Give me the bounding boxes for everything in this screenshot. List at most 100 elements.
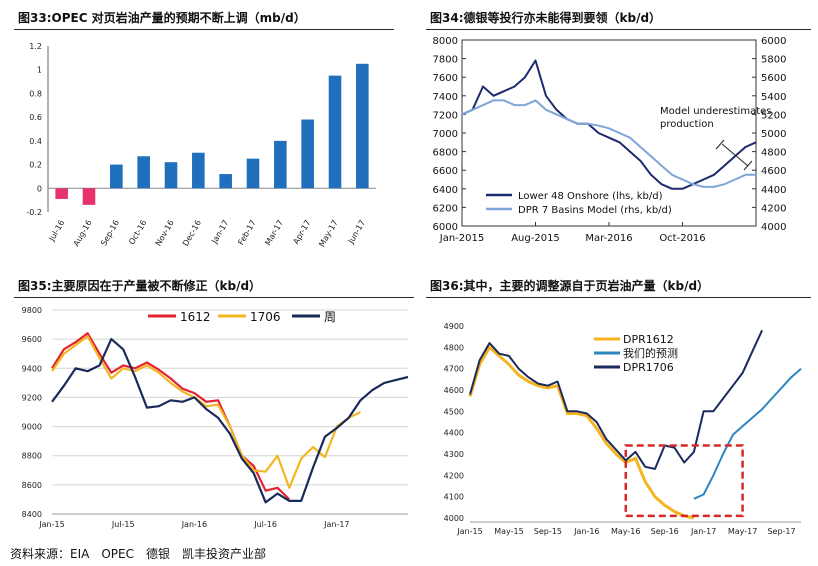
y-tick-label: 9400 <box>22 364 42 373</box>
chart-title: 图35:主要原因在于产量被不断修正（kb/d） <box>18 279 262 293</box>
title-divider <box>426 29 811 30</box>
annotation-text: Model underestimates <box>660 106 771 117</box>
y-tick-label: 4700 <box>444 365 464 374</box>
y-tick-label: 4900 <box>444 322 464 331</box>
y-tick-label: 9600 <box>22 335 42 344</box>
x-tick-label: Jun-17 <box>346 219 367 247</box>
x-tick-label: Mar-2016 <box>585 233 632 244</box>
x-tick-label: Jul-16 <box>47 219 67 244</box>
y2-tick-label: 5600 <box>761 73 786 84</box>
y-tick-label: 6000 <box>433 222 458 233</box>
x-tick-label: Mar-17 <box>263 219 285 247</box>
y2-tick-label: 4400 <box>761 185 786 196</box>
y-tick-label: 4200 <box>444 471 464 480</box>
x-tick-label: May-15 <box>494 527 523 536</box>
annotation-bracket <box>721 143 749 167</box>
series-line <box>461 59 757 190</box>
x-tick-label: Jan-16 <box>181 520 207 529</box>
legend-label: Lower 48 Onshore (lhs, kb/d) <box>518 191 663 202</box>
y-tick-label: 1.2 <box>29 42 42 51</box>
y2-tick-label: 4200 <box>761 203 786 214</box>
chart-panel-3: 图35:主要原因在于产量被不断修正（kb/d） 8400 8600 8800 9000… <box>14 276 414 538</box>
y2-tick-label: 5000 <box>761 129 786 140</box>
y-tick-label: 7000 <box>433 129 458 140</box>
y-tick-label: 6400 <box>433 185 458 196</box>
y-tick-label: 0.8 <box>29 89 42 98</box>
y-tick-label: 7200 <box>433 110 458 121</box>
y-tick-label: 6600 <box>433 166 458 177</box>
x-tick-label: Jan-2015 <box>439 233 484 244</box>
chart-title: 图36:其中，主要的调整源自于页岩油产量（kb/d） <box>430 279 710 293</box>
y-tick-label: 6800 <box>433 148 458 159</box>
y-tick-label: 4600 <box>444 386 464 395</box>
y-tick-label: 4400 <box>444 429 464 438</box>
y-tick-label: 7800 <box>433 55 458 66</box>
series-line <box>51 337 409 504</box>
bar <box>274 140 287 189</box>
legend-label: 我们的预测 <box>623 346 678 360</box>
chart-panel-4: 图36:其中，主要的调整源自于页岩油产量（kb/d） 4000 4100 4200 4… <box>426 276 811 538</box>
x-tick-label: Jul-16 <box>253 520 277 529</box>
y2-tick-label: 4600 <box>761 166 786 177</box>
x-tick-label: Aug-2015 <box>511 233 560 244</box>
title-divider <box>14 29 394 30</box>
x-tick-label: Jan-15 <box>38 520 64 529</box>
y2-tick-label: 5800 <box>761 55 786 66</box>
x-tick-label: Jan-17 <box>209 219 230 246</box>
legend-label: DPR1706 <box>623 361 674 374</box>
bar <box>82 188 96 205</box>
x-tick-label: Oct-2016 <box>659 233 705 244</box>
y-tick-label: 4100 <box>444 493 464 502</box>
x-tick-label: Sep-16 <box>99 219 121 248</box>
x-tick-label: Dec-16 <box>181 219 203 248</box>
y-tick-label: 4000 <box>444 514 464 523</box>
line-chart-revisions: 8400 8600 8800 9000 9200 9400 9600 9800 Jan-15 Ju… <box>22 306 409 529</box>
annotation-bracket <box>715 139 725 150</box>
x-tick-label: Jan-16 <box>573 527 599 536</box>
y2-tick-label: 6000 <box>761 36 786 47</box>
y-tick-label: 8600 <box>22 481 42 490</box>
y-tick-label: 4800 <box>444 343 464 352</box>
annotation-text: production <box>660 119 714 130</box>
y-tick-label: 7600 <box>433 73 458 84</box>
bar <box>328 75 342 189</box>
series-line <box>461 99 756 188</box>
y-tick-label: 6200 <box>433 203 458 214</box>
chart-panel-1: 图33:OPEC 对页岩油产量的预期不断上调（mb/d） -0.2 0 0.2 0.4… <box>14 8 394 268</box>
y-tick-label: -0.2 <box>26 208 42 217</box>
bar <box>356 63 369 189</box>
y-tick-label: 9800 <box>22 306 42 315</box>
bar <box>164 162 178 189</box>
y-tick-label: 8400 <box>22 510 42 519</box>
y-tick-label: 8800 <box>22 452 42 461</box>
title-divider <box>14 297 414 298</box>
highlight-box <box>624 444 744 518</box>
y-tick-label: 0.4 <box>29 137 42 146</box>
legend-label: 1706 <box>250 310 281 324</box>
x-tick-label: Jan-17 <box>323 520 349 529</box>
y-tick-label: 9200 <box>22 393 42 402</box>
bar <box>192 152 205 189</box>
y-tick-label: 0.2 <box>29 161 42 170</box>
y-tick-label: 0.6 <box>29 113 42 122</box>
chart-title: 图34:德银等投行亦未能得到要领（kb/d） <box>430 11 662 25</box>
legend-label: 周 <box>324 310 336 324</box>
x-tick-label: May-16 <box>611 527 640 536</box>
bar <box>219 174 232 189</box>
x-tick-label: Oct-16 <box>127 219 148 247</box>
x-tick-label: May-17 <box>728 527 757 536</box>
y-tick-label: 0 <box>37 184 42 193</box>
x-tick-label: Feb-17 <box>236 219 257 247</box>
x-tick-label: May-17 <box>317 219 340 249</box>
chart-title: 图33:OPEC 对页岩油产量的预期不断上调（mb/d） <box>18 11 306 25</box>
x-tick-label: Nov-16 <box>154 219 176 248</box>
x-tick-label: Jul-15 <box>111 520 135 529</box>
legend-label: 1612 <box>180 310 211 324</box>
legend-label: DPR1612 <box>623 333 674 346</box>
chart-panel-2: 图34:德银等投行亦未能得到要领（kb/d） 6000 6200 6400 6600 6… <box>426 8 811 268</box>
line-chart-model-vs-actual: 6000 6200 6400 6600 6800 7000 7200 7400 7600 7800… <box>433 36 787 244</box>
y-tick-label: 8000 <box>433 36 458 47</box>
series-line <box>51 335 361 489</box>
legend-label: DPR 7 Basins Model (rhs, kb/d) <box>518 205 672 216</box>
series-line <box>469 329 764 470</box>
